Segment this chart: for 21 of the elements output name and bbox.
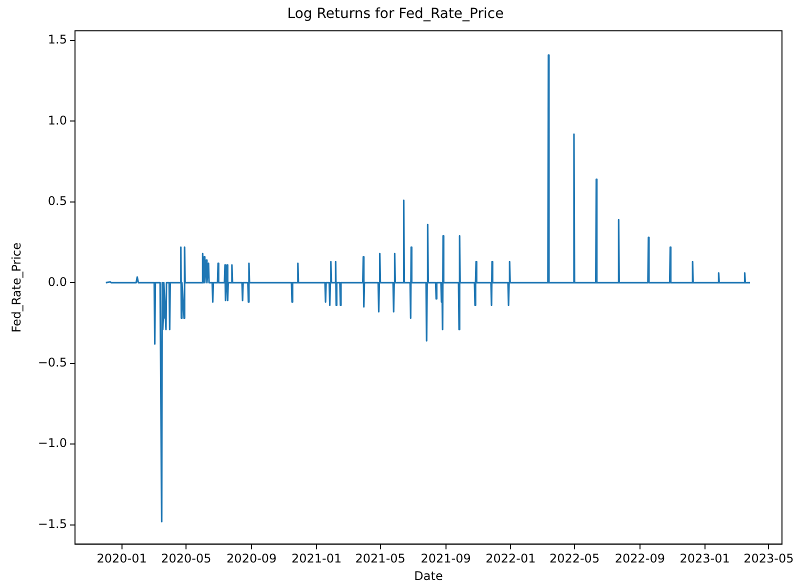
x-tick-label: 2020-09 xyxy=(226,552,277,566)
y-tick-label: −0.5 xyxy=(38,356,67,370)
y-tick-label: 0.0 xyxy=(48,274,67,289)
y-tick-label: 0.5 xyxy=(48,194,67,208)
y-tick-label: −1.5 xyxy=(38,516,67,531)
x-tick-label: 2022-01 xyxy=(486,552,536,566)
x-tick-label: 2023-05 xyxy=(744,552,794,566)
chart-title: Log Returns for Fed_Rate_Price xyxy=(287,6,504,22)
x-tick-label: 2022-05 xyxy=(549,552,600,566)
x-axis-title: Date xyxy=(414,568,443,583)
y-tick-label: −1.0 xyxy=(38,436,67,450)
x-tick-label: 2021-05 xyxy=(355,552,406,566)
x-tick-label: 2020-01 xyxy=(96,552,147,566)
x-tick-label: 2020-05 xyxy=(161,552,212,566)
x-tick-label: 2023-01 xyxy=(680,552,730,566)
y-axis-title: Fed_Rate_Price xyxy=(9,242,24,333)
y-tick-label: 1.5 xyxy=(48,32,67,47)
x-tick-label: 2021-01 xyxy=(291,552,342,566)
y-tick-label: 1.0 xyxy=(48,113,67,128)
x-tick-label: 2022-09 xyxy=(614,552,666,566)
x-tick-label: 2021-09 xyxy=(420,552,471,566)
